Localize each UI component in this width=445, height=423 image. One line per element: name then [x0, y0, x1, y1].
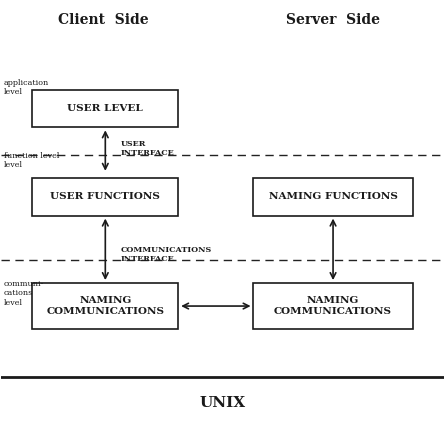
Text: USER FUNCTIONS: USER FUNCTIONS: [50, 192, 160, 201]
Text: NAMING
COMMUNICATIONS: NAMING COMMUNICATIONS: [274, 297, 392, 316]
FancyBboxPatch shape: [254, 283, 413, 329]
Text: USER LEVEL: USER LEVEL: [68, 104, 143, 113]
FancyBboxPatch shape: [32, 90, 178, 127]
Text: UNIX: UNIX: [199, 396, 246, 410]
Text: communi-
cations
level: communi- cations level: [4, 280, 44, 307]
Text: COMMUNICATIONS
INTERFACE: COMMUNICATIONS INTERFACE: [121, 246, 212, 264]
Text: application
level: application level: [4, 79, 49, 96]
Text: function level
level: function level level: [4, 151, 59, 169]
Text: USER
INTERFACE: USER INTERFACE: [121, 140, 174, 157]
Text: NAMING FUNCTIONS: NAMING FUNCTIONS: [269, 192, 397, 201]
FancyBboxPatch shape: [32, 283, 178, 329]
FancyBboxPatch shape: [32, 178, 178, 216]
Text: Client  Side: Client Side: [58, 13, 149, 27]
FancyBboxPatch shape: [254, 178, 413, 216]
Text: NAMING
COMMUNICATIONS: NAMING COMMUNICATIONS: [46, 297, 164, 316]
Text: Server  Side: Server Side: [286, 13, 380, 27]
